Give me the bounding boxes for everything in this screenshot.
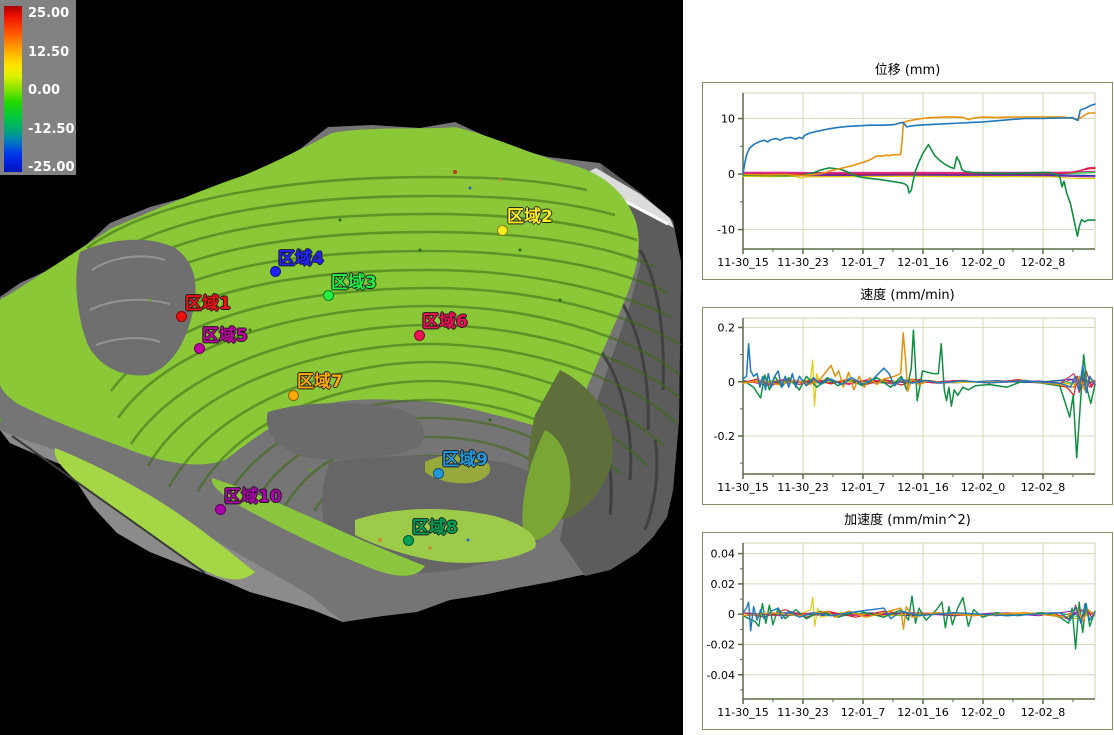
x-tick-label: 12-01_7 [841, 256, 885, 269]
region-label[interactable]: 区域3 [331, 273, 377, 293]
y-tick-label: -0.02 [707, 638, 735, 651]
region-label[interactable]: 区域5 [202, 326, 248, 346]
terrain-crack-line [11, 435, 206, 574]
region-label[interactable]: 区域1 [185, 294, 231, 314]
x-tick-label: 12-02_0 [961, 706, 1005, 719]
y-tick-label: 0 [728, 168, 735, 181]
chart-velocity-plot[interactable]: -0.2 0 0.2 11-30_15 11-30_23 12-01_7 12-01_16 1… [702, 307, 1113, 505]
colorbar-tick-label: 12.50 [28, 44, 70, 60]
region-dot[interactable] [215, 504, 226, 515]
x-tick-label: 12-02_0 [961, 256, 1005, 269]
region-dot[interactable] [194, 343, 205, 354]
chart-acceleration: 加速度 (mm/min^2) -0.04 -0.02 0 0.02 0.04 11-30_… [683, 512, 1114, 735]
y-tick-label: 0.2 [718, 321, 736, 334]
y-tick-label: 0.02 [711, 578, 736, 591]
x-tick-label: 11-30_15 [717, 481, 768, 494]
series-区域6 [742, 609, 1096, 618]
x-tick-label: 12-01_16 [897, 481, 948, 494]
series-区域9 [742, 343, 1096, 394]
x-tick-label: 11-30_23 [777, 256, 828, 269]
colorbar-tick-label: 25.00 [28, 6, 70, 21]
chart-displacement: 位移 (mm) -10 0 10 11-30_15 11-30_23 12-01_7 12-… [683, 62, 1114, 287]
x-tick-label: 12-02_0 [961, 481, 1005, 494]
pit-floor-upper [266, 403, 424, 460]
region-dot[interactable] [433, 468, 444, 479]
region-dot[interactable] [176, 311, 187, 322]
chart-velocity: 速度 (mm/min) -0.2 0 0.2 11-30_15 11-30_23 12-0… [683, 287, 1114, 512]
terrain-speckles [0, 170, 562, 550]
x-tick-label: 12-01_7 [841, 706, 885, 719]
region-label[interactable]: 区域7 [297, 372, 343, 392]
series-区域8 [742, 143, 1096, 237]
green-finger [522, 430, 571, 541]
series-区域8 [742, 329, 1096, 459]
y-tick-label: -0.04 [707, 669, 735, 682]
terrain-model [0, 122, 682, 622]
chart-acceleration-title: 加速度 (mm/min^2) [844, 513, 971, 528]
y-tick-label: -0.2 [714, 430, 735, 443]
region-label[interactable]: 区域4 [278, 249, 324, 269]
region-label[interactable]: 区域9 [442, 450, 488, 470]
green-tongue [211, 478, 425, 576]
colorbar-tick-label: 0.00 [28, 83, 61, 98]
x-tick-label: 12-02_8 [1021, 481, 1065, 494]
series-区域5 [742, 170, 1096, 174]
region-dot[interactable] [288, 390, 299, 401]
charts-panel: 位移 (mm) -10 0 10 11-30_15 11-30_23 12-01_7 12-… [683, 0, 1114, 735]
x-tick-label: 11-30_15 [717, 706, 768, 719]
x-tick-label: 11-30_23 [777, 706, 828, 719]
x-tick-label: 12-01_7 [841, 481, 885, 494]
series-区域9 [742, 103, 1096, 175]
x-tick-label: 12-01_16 [897, 706, 948, 719]
colorbar-gradient [4, 6, 22, 172]
colorbar-tick-label: -12.50 [28, 121, 75, 137]
plot-area [742, 317, 1096, 475]
series-区域2 [742, 175, 1096, 180]
region-dot[interactable] [323, 290, 334, 301]
chart-velocity-title: 速度 (mm/min) [860, 288, 955, 303]
region-label[interactable]: 区域8 [412, 518, 458, 538]
y-tick-label: 10 [721, 113, 735, 126]
x-tick-label: 11-30_23 [777, 481, 828, 494]
x-tick-label: 11-30_15 [717, 256, 768, 269]
terrain-white-ridge [588, 168, 674, 228]
y-tick-label: 0 [728, 608, 735, 621]
colorbar-legend: 25.00 12.50 0.00 -12.50 -25.00 [0, 0, 76, 175]
region-label[interactable]: 区域10 [224, 487, 282, 507]
region-label[interactable]: 区域2 [507, 207, 553, 227]
y-tick-label: 0 [728, 376, 735, 389]
series-区域7 [742, 605, 1096, 631]
plot-area [742, 542, 1096, 700]
region-dot[interactable] [403, 535, 414, 546]
series-区域10 [742, 174, 1096, 178]
chart-acceleration-plot[interactable]: -0.04 -0.02 0 0.02 0.04 11-30_15 11-30_23 12-01… [702, 532, 1113, 730]
green-slope-region10 [54, 448, 255, 580]
x-tick-label: 12-01_16 [897, 256, 948, 269]
chart-displacement-plot[interactable]: -10 0 10 11-30_15 11-30_23 12-01_7 12-01_16 12-… [702, 82, 1113, 280]
region-label[interactable]: 区域6 [422, 312, 468, 332]
y-tick-label: 0.04 [711, 548, 736, 561]
chart-displacement-title: 位移 (mm) [874, 63, 941, 78]
x-tick-label: 12-02_8 [1021, 706, 1065, 719]
region-dot[interactable] [497, 225, 508, 236]
green-patch-region8 [355, 508, 536, 563]
terrain-3d-view[interactable]: 25.00 12.50 0.00 -12.50 -25.00 区域1 区域2 区域3 区域4 区… [0, 0, 683, 735]
y-tick-label: -10 [717, 224, 735, 237]
rock-highlights [89, 255, 171, 346]
region-dot[interactable] [414, 330, 425, 341]
x-tick-label: 12-02_8 [1021, 256, 1065, 269]
series-区域9 [742, 601, 1096, 632]
region-dot[interactable] [270, 266, 281, 277]
colorbar-tick-label: -25.00 [28, 160, 75, 175]
